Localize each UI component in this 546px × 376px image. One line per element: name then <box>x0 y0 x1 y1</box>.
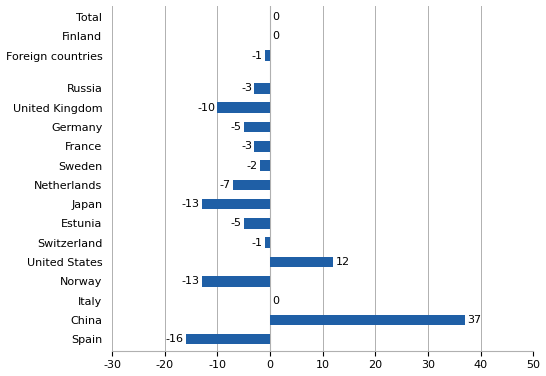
Text: 0: 0 <box>272 32 279 41</box>
Bar <box>233 180 270 190</box>
Bar <box>201 276 270 287</box>
Bar <box>244 218 270 229</box>
Text: -7: -7 <box>220 180 231 190</box>
Text: -1: -1 <box>252 51 263 61</box>
Bar <box>254 141 270 152</box>
Bar <box>265 237 270 248</box>
Bar <box>217 102 270 113</box>
Text: 37: 37 <box>467 315 481 325</box>
Text: 0: 0 <box>272 12 279 22</box>
Text: -3: -3 <box>241 141 252 151</box>
Text: -16: -16 <box>165 334 183 344</box>
Bar <box>254 83 270 94</box>
Text: -5: -5 <box>230 122 242 132</box>
Text: -13: -13 <box>181 199 199 209</box>
Text: 12: 12 <box>335 257 349 267</box>
Bar <box>270 315 465 325</box>
Bar <box>270 257 333 267</box>
Bar <box>244 122 270 132</box>
Bar <box>265 50 270 61</box>
Text: -10: -10 <box>197 103 215 113</box>
Text: -3: -3 <box>241 83 252 94</box>
Text: -1: -1 <box>252 238 263 248</box>
Text: -13: -13 <box>181 276 199 286</box>
Bar <box>186 334 270 344</box>
Text: -2: -2 <box>246 161 257 171</box>
Text: -5: -5 <box>230 218 242 229</box>
Bar <box>259 160 270 171</box>
Bar <box>201 199 270 209</box>
Text: 0: 0 <box>272 296 279 306</box>
